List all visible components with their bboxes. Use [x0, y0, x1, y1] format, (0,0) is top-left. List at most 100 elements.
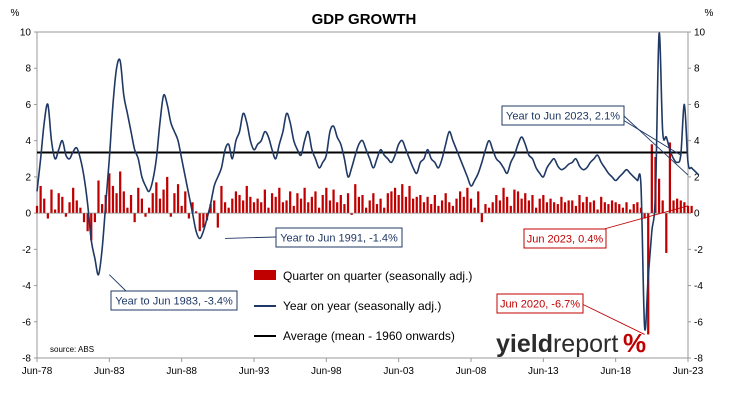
- y-tick-label-right: -2: [694, 245, 703, 256]
- y-tick-label-right: -8: [694, 354, 703, 365]
- yieldreport-logo: yieldreport %: [496, 328, 646, 358]
- bar: [495, 195, 498, 214]
- bar: [404, 196, 408, 214]
- bar: [245, 185, 248, 214]
- bar: [386, 193, 389, 214]
- bar: [296, 193, 299, 214]
- bar: [256, 198, 259, 214]
- bar: [650, 144, 653, 214]
- bar: [545, 202, 549, 214]
- x-tick-label: Jun-83: [94, 366, 125, 377]
- bar: [137, 187, 140, 214]
- bar: [126, 207, 129, 214]
- annotation-label: Year to Jun 1991, -1.4%: [280, 233, 398, 245]
- bar: [473, 207, 476, 214]
- bar: [672, 200, 675, 214]
- bar: [220, 185, 223, 214]
- bar: [332, 189, 335, 214]
- bar: [231, 198, 234, 214]
- x-tick-label: Jun-23: [673, 366, 704, 377]
- bar: [600, 196, 603, 214]
- bar: [267, 207, 270, 214]
- bar: [209, 204, 212, 214]
- bar: [437, 205, 440, 214]
- bar: [426, 196, 429, 214]
- bar: [563, 202, 567, 214]
- bar: [155, 182, 158, 214]
- bar: [498, 200, 502, 214]
- bar: [184, 191, 187, 214]
- bar: [343, 204, 346, 214]
- bar: [665, 213, 668, 253]
- bar: [227, 207, 230, 214]
- bar: [661, 200, 664, 214]
- bar: [375, 204, 379, 214]
- bar: [328, 200, 332, 214]
- y-tick-label-right: 6: [694, 100, 700, 111]
- bar: [57, 193, 60, 214]
- legend-label-average: Average (mean - 1960 onwards): [283, 329, 455, 343]
- bar: [35, 205, 39, 214]
- bar: [270, 193, 274, 214]
- bar: [281, 202, 285, 214]
- bar: [531, 195, 534, 214]
- y-tick-label-left: -8: [22, 354, 31, 365]
- bar: [187, 213, 191, 219]
- bar: [100, 204, 104, 214]
- annotation-label: Year to Jun 1983, -3.4%: [115, 296, 233, 308]
- bar: [480, 213, 483, 223]
- bar: [636, 202, 639, 214]
- bar: [686, 205, 690, 214]
- annotation-box: [496, 293, 584, 314]
- bar: [39, 185, 42, 214]
- bar: [567, 200, 570, 214]
- bar: [148, 207, 151, 214]
- bar: [122, 191, 125, 214]
- y-tick-label-right: 8: [694, 64, 700, 75]
- bar: [524, 193, 527, 214]
- plot-area: [36, 31, 689, 359]
- bar: [274, 196, 277, 214]
- bar: [607, 204, 610, 214]
- bar: [578, 195, 581, 214]
- legend-label-annual: Year on year (seasonally adj.): [283, 299, 441, 313]
- bar: [621, 207, 625, 214]
- bar: [592, 200, 596, 214]
- logo-percent-icon: %: [623, 328, 646, 358]
- bar: [285, 200, 288, 214]
- bar: [520, 198, 523, 214]
- annotation-label: Jun 2020, -6.7%: [500, 299, 580, 311]
- leader-line: [603, 205, 689, 230]
- bar: [108, 173, 111, 214]
- bar: [310, 196, 313, 214]
- y-tick-label-left: 4: [25, 136, 31, 147]
- bar: [549, 198, 552, 214]
- bar: [361, 195, 364, 214]
- source-note: source: ABS: [50, 345, 94, 354]
- bar: [354, 184, 357, 214]
- x-tick-label: Jun-78: [22, 366, 53, 377]
- bar: [462, 196, 465, 214]
- bar: [629, 209, 632, 214]
- y-tick-label-left: -4: [22, 281, 31, 292]
- bar: [50, 189, 53, 214]
- bar: [582, 202, 585, 214]
- bar: [252, 202, 256, 214]
- bar: [614, 202, 617, 214]
- bar: [325, 187, 328, 214]
- bar: [93, 213, 96, 223]
- bar: [61, 196, 64, 214]
- bar: [379, 198, 382, 214]
- bar: [527, 200, 530, 214]
- bar: [299, 198, 303, 214]
- bar: [314, 191, 317, 214]
- bar: [516, 191, 520, 214]
- bar: [86, 213, 89, 232]
- bar: [158, 198, 162, 214]
- y-tick-label-right: 10: [694, 28, 706, 39]
- annotation-qoq-2020: Jun 2020, -6.7%: [496, 293, 584, 314]
- annotation-yoy-1991: Year to Jun 1991, -1.4%: [275, 227, 403, 248]
- bar: [571, 200, 574, 214]
- y-tick-label-left: 2: [25, 172, 31, 183]
